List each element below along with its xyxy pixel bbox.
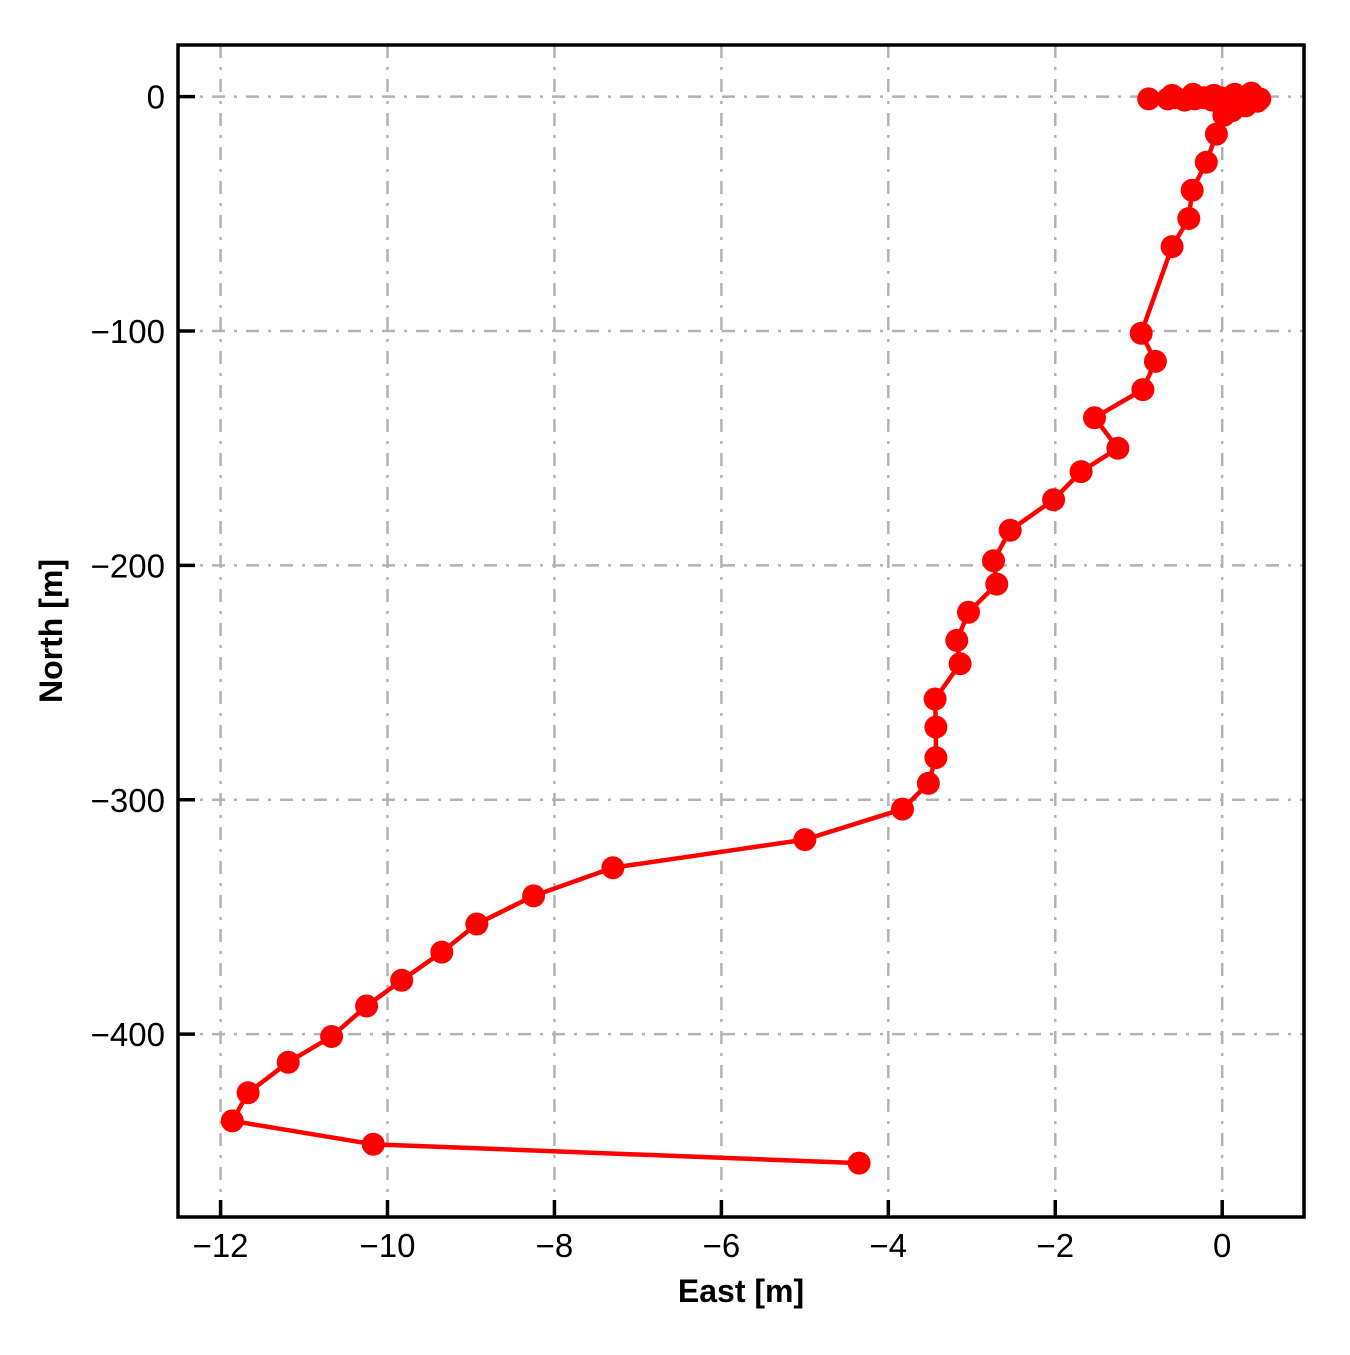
trajectory-point-marker <box>1143 349 1167 373</box>
plot-border <box>176 43 1306 1219</box>
trajectory-series <box>220 81 1272 1175</box>
y-tick-label: −400 <box>91 1016 165 1053</box>
trajectory-point-marker <box>390 968 414 992</box>
trajectory-point-marker <box>430 940 454 964</box>
trajectory-point-marker <box>793 828 817 852</box>
trajectory-point-marker <box>1137 87 1161 111</box>
x-tick-label: −12 <box>193 1227 249 1264</box>
trajectory-point-marker <box>924 746 948 770</box>
x-axis-label: East [m] <box>678 1273 804 1309</box>
trajectory-point-marker <box>236 1081 260 1105</box>
trajectory-point-marker <box>923 687 947 711</box>
trajectory-point-marker <box>1160 83 1184 107</box>
trajectory-point-marker <box>948 652 972 676</box>
y-tick-label: −100 <box>91 313 165 350</box>
trajectory-point-marker <box>891 797 914 821</box>
y-tick-label: −300 <box>91 782 165 819</box>
trajectory-point-marker <box>1106 436 1130 460</box>
x-tick-label: −4 <box>870 1227 908 1264</box>
x-tick-label: −8 <box>536 1227 574 1264</box>
trajectory-point-marker <box>1212 103 1236 127</box>
x-tick-label: −2 <box>1036 1227 1074 1264</box>
trajectory-point-marker <box>1042 488 1066 512</box>
axes-spines <box>176 43 1306 1219</box>
trajectory-point-marker <box>1069 460 1093 484</box>
trajectory-point-marker <box>1131 378 1155 402</box>
trajectory-point-marker <box>1160 235 1184 259</box>
trajectory-point-marker <box>982 549 1005 573</box>
trajectory-point-marker <box>1180 178 1204 202</box>
trajectory-point-marker <box>924 715 948 739</box>
trajectory-point-marker <box>320 1025 344 1048</box>
trajectory-point-marker <box>1202 83 1226 107</box>
trajectory-point-marker <box>1177 207 1201 230</box>
trajectory-point-marker <box>1204 122 1228 146</box>
trajectory-point-marker <box>361 1132 385 1156</box>
trajectory-point-marker <box>957 600 980 624</box>
axis-tick-labels: −12 −10 −8 −6 −4 −2 00−100−200−300−400 <box>91 79 1232 1264</box>
trajectory-point-marker <box>355 994 379 1018</box>
trajectory-point-marker <box>1129 321 1153 345</box>
y-axis-label: North [m] <box>33 559 69 703</box>
trajectory-point-marker <box>916 771 940 795</box>
x-tick-label: −6 <box>703 1227 741 1264</box>
axis-ticks <box>178 94 1224 1217</box>
trajectory-point-marker <box>1083 406 1106 430</box>
y-tick-label: 0 <box>147 79 165 116</box>
trajectory-point-marker <box>847 1151 871 1175</box>
trajectory-point-marker <box>985 572 1009 596</box>
y-tick-label: −200 <box>91 547 165 584</box>
trajectory-point-marker <box>220 1109 244 1133</box>
trajectory-point-marker <box>945 628 969 652</box>
x-tick-label: 0 <box>1213 1227 1231 1264</box>
trajectory-point-marker <box>601 856 625 880</box>
grid-lines <box>178 45 1304 1217</box>
trajectory-point-marker <box>522 884 546 908</box>
trajectory-point-marker <box>998 518 1022 542</box>
trajectory-point-marker <box>465 912 489 936</box>
x-tick-label: −10 <box>360 1227 416 1264</box>
trajectory-point-marker <box>1181 82 1205 106</box>
trajectory-point-marker <box>1194 150 1218 174</box>
trajectory-point-marker <box>276 1050 300 1074</box>
